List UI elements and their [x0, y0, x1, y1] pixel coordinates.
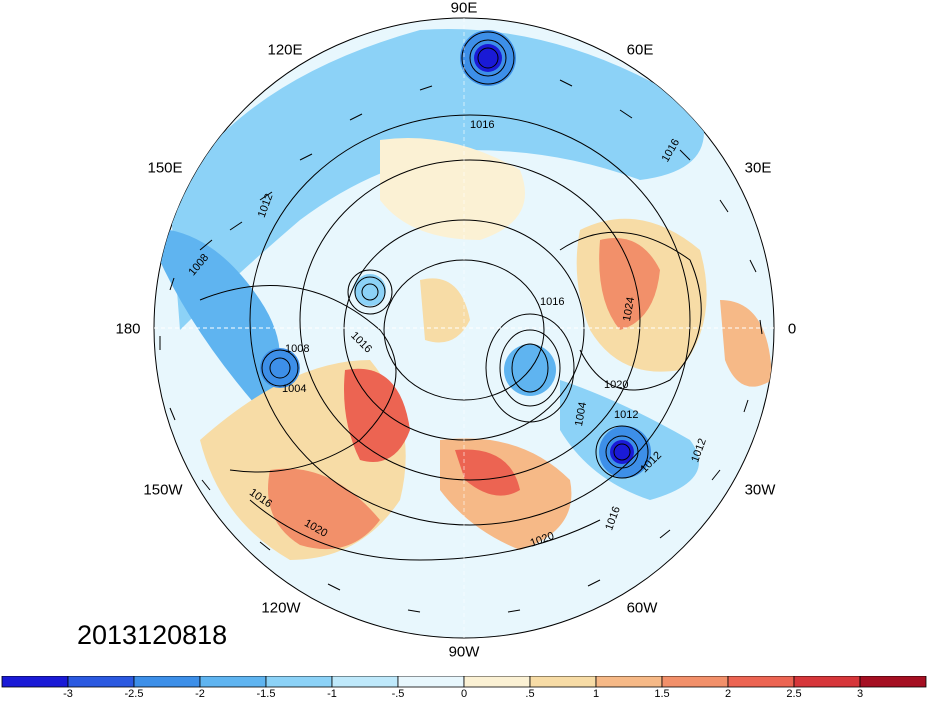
- colorbar-tick-label: 3: [856, 688, 864, 700]
- lon-label-90w: 90W: [448, 643, 480, 661]
- contour-label: 1024: [621, 296, 637, 322]
- warm-core-southwest: [268, 468, 380, 550]
- lon-label-120e: 120E: [267, 41, 303, 59]
- cool-region-west: [155, 230, 280, 410]
- warm-core-south: [455, 449, 520, 496]
- contour-label: 1016: [540, 296, 564, 308]
- colorbar-tick-label: -3: [63, 688, 73, 700]
- timestamp-label: 2013120818: [77, 620, 228, 650]
- colorbar-tick-label: -1.5: [256, 688, 276, 700]
- colorbar-swatch: [199, 676, 267, 688]
- colorbar-swatch: [859, 676, 927, 688]
- colorbar-swatch: [265, 676, 333, 688]
- warm-region-north: [380, 138, 525, 240]
- lon-label-150e: 150E: [147, 159, 183, 177]
- colorbar-swatch: [529, 676, 597, 688]
- wind-barbs: [159, 79, 763, 613]
- lon-label-150w: 150W: [143, 481, 183, 499]
- colorbar-swatch: [661, 676, 729, 688]
- lon-label-30e: 30E: [744, 159, 772, 177]
- colorbar-swatch: [133, 676, 201, 688]
- colorbar-swatch: [67, 676, 135, 688]
- warm-core-center: [344, 368, 410, 462]
- contour-label: 1008: [285, 343, 309, 355]
- colorbar-tick-label: 2.5: [786, 688, 802, 700]
- warm-region-east-edge: [720, 300, 772, 387]
- warm-core-east: [599, 238, 660, 330]
- shaded-field: [155, 29, 772, 560]
- colorbar: [1, 676, 927, 688]
- colorbar-tick-label: 0: [460, 688, 468, 700]
- colorbar-tick-label: 1.5: [654, 688, 670, 700]
- colorbar-tick-label: -2.5: [124, 688, 144, 700]
- lon-label-30w: 30W: [744, 481, 776, 499]
- contour-label: 1016: [470, 119, 494, 131]
- colorbar-swatch: [1, 676, 69, 688]
- contour-label: 1004: [573, 401, 589, 427]
- colorbar-swatch: [463, 676, 531, 688]
- colorbar-swatch: [595, 676, 663, 688]
- colorbar-tick-label: -2: [195, 688, 205, 700]
- contour-label: 1020: [604, 379, 628, 391]
- colorbar-tick-label: .5: [525, 688, 535, 700]
- lon-label-90e: 90E: [450, 0, 478, 17]
- colorbar-tick-label: 1: [592, 688, 600, 700]
- colorbar-swatch: [397, 676, 465, 688]
- colorbar-tick-label: -1: [327, 688, 337, 700]
- cool-core-west: [260, 348, 300, 388]
- warm-region-center: [420, 278, 470, 343]
- cool-region-north: [170, 29, 704, 330]
- colorbar-tick-label: -.5: [391, 688, 405, 700]
- colorbar-swatch: [727, 676, 795, 688]
- lon-label-0: 0: [787, 320, 797, 338]
- lon-label-60w: 60W: [626, 599, 658, 617]
- lon-label-60e: 60E: [626, 41, 654, 59]
- contour-label: 1004: [282, 383, 306, 395]
- lon-label-180: 180: [115, 320, 141, 338]
- isobar-contours: [199, 31, 702, 561]
- colorbar-tick-label: 2: [724, 688, 732, 700]
- colorbar-swatch: [793, 676, 861, 688]
- cool-core-center-2: [354, 274, 386, 306]
- lon-label-120w: 120W: [261, 599, 301, 617]
- contour-label: 1012: [614, 409, 638, 421]
- colorbar-swatch: [331, 676, 399, 688]
